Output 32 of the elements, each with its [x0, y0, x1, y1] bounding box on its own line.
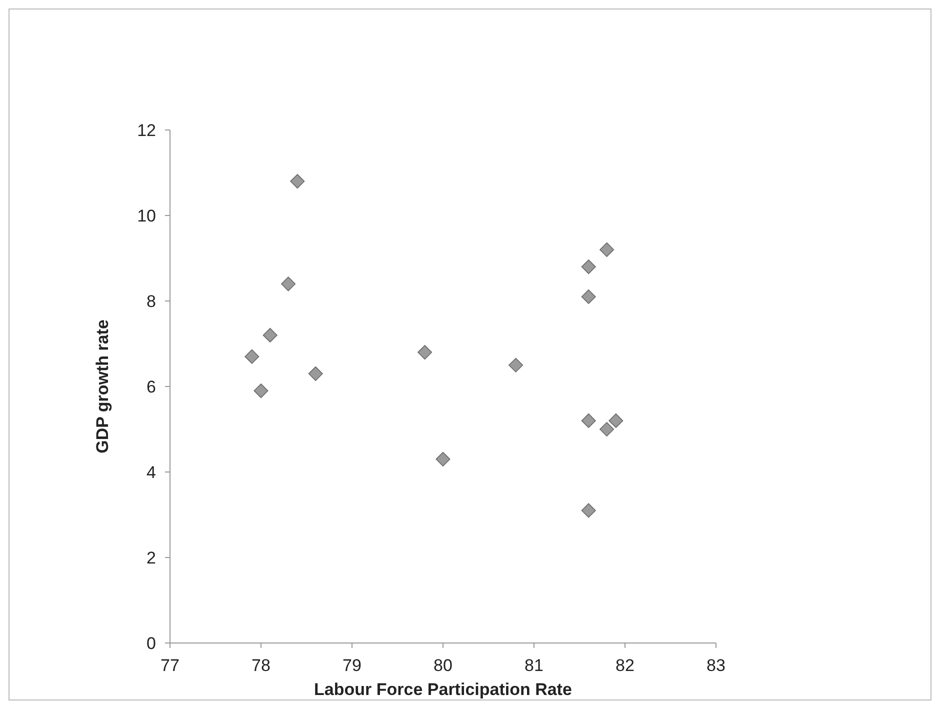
- y-tick-label: 12: [137, 120, 156, 140]
- point: [581, 503, 596, 518]
- y-tick-label: 10: [137, 206, 156, 226]
- x-tick-label: 77: [160, 656, 180, 675]
- x-tick-label: 83: [706, 656, 726, 675]
- point: [581, 260, 596, 274]
- point: [262, 328, 278, 342]
- y-axis-title: GDP growth rate: [93, 320, 112, 454]
- x-tick-label: 81: [524, 656, 544, 675]
- y-tick-label: 4: [146, 462, 156, 482]
- point: [290, 174, 305, 189]
- point: [308, 366, 323, 381]
- x-tick-label: 82: [616, 656, 634, 675]
- point: [608, 413, 624, 428]
- point: [581, 413, 596, 428]
- x-tick-label: 78: [252, 656, 270, 675]
- y-tick-label: 8: [146, 292, 156, 311]
- point: [281, 276, 296, 292]
- y-tick-label: 6: [146, 377, 156, 396]
- point: [436, 452, 450, 466]
- point: [600, 242, 614, 257]
- x-tick-label: 80: [434, 656, 452, 675]
- x-axis-title: Labour Force Participation Rate: [314, 680, 572, 699]
- point: [600, 422, 614, 437]
- point: [244, 349, 260, 364]
- point: [418, 345, 432, 360]
- x-tick-label: 79: [342, 656, 362, 675]
- y-tick-label: 2: [146, 548, 156, 568]
- y-tick-label: 0: [146, 634, 156, 653]
- point: [581, 289, 596, 304]
- point: [508, 358, 524, 372]
- point: [254, 384, 268, 398]
